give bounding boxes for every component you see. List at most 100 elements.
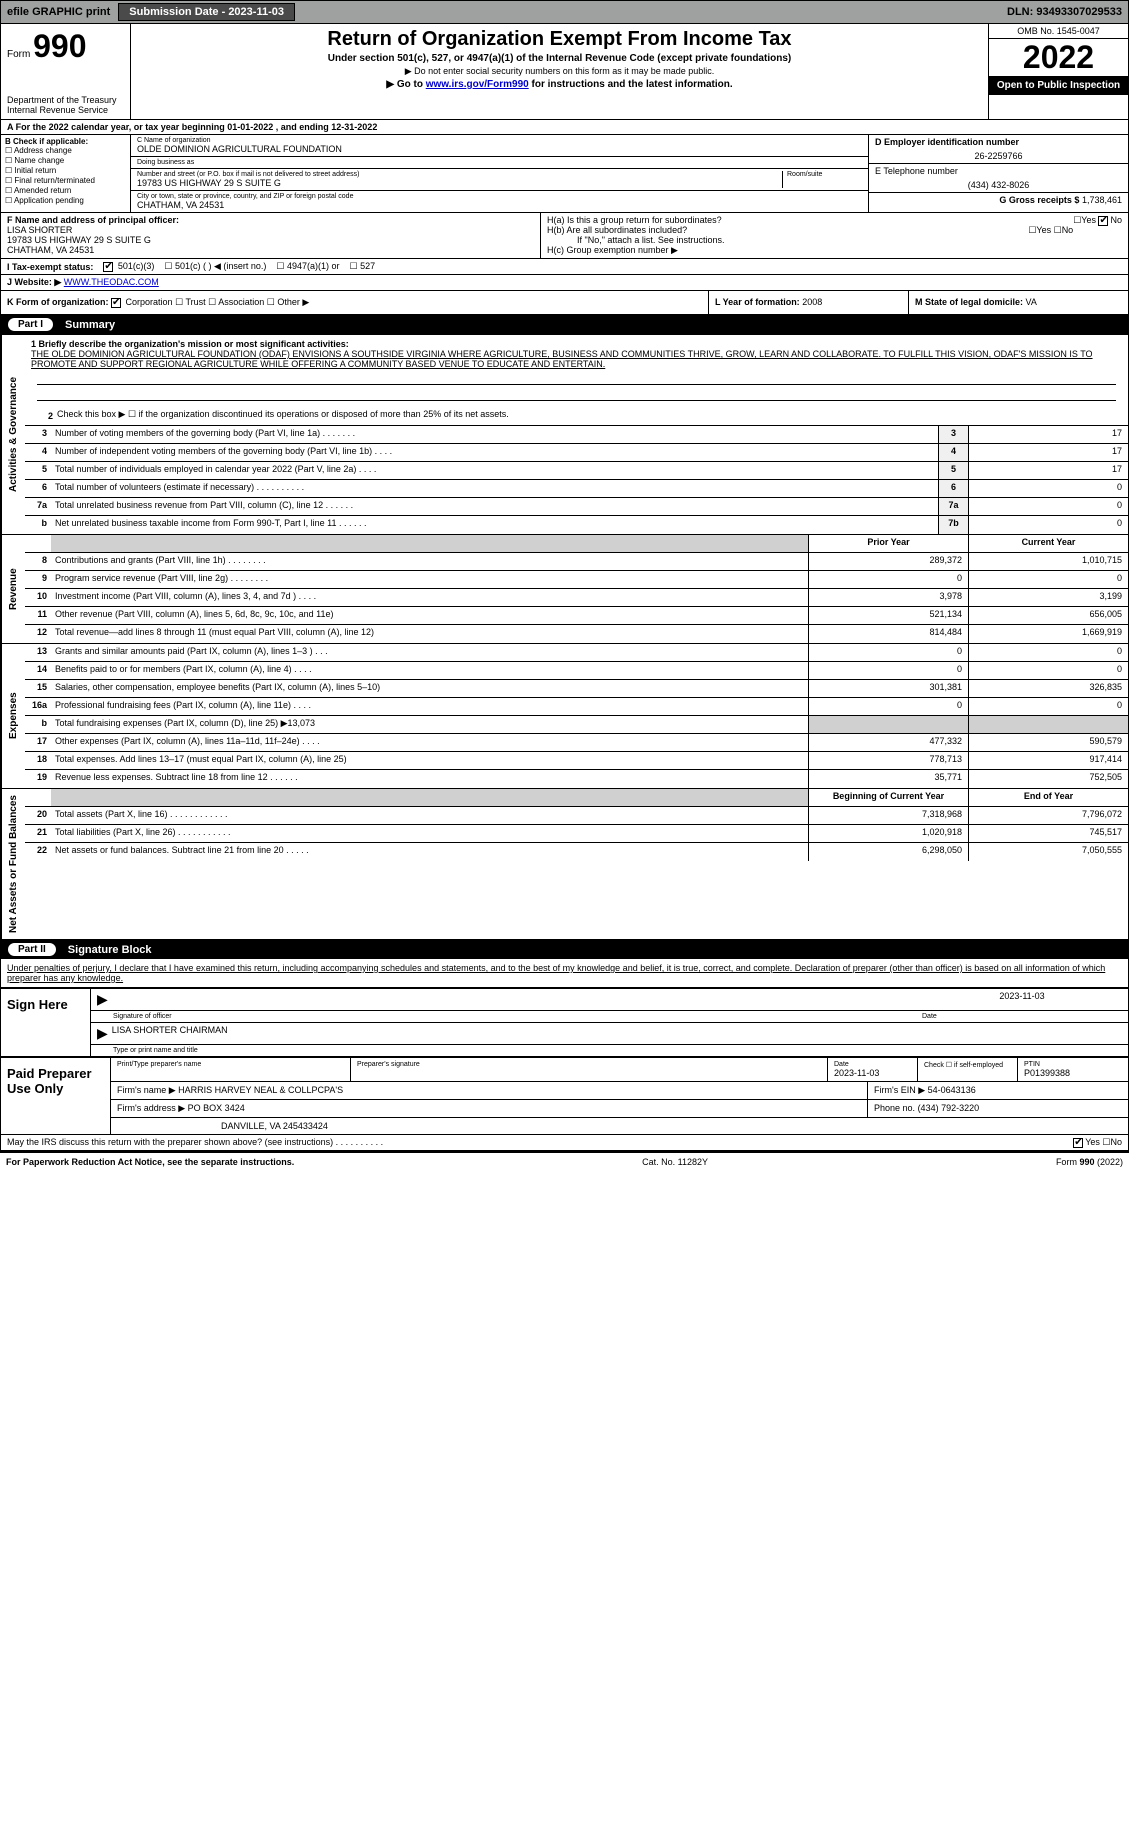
efile-label: efile GRAPHIC print bbox=[7, 6, 110, 18]
current-year-header: Current Year bbox=[968, 535, 1128, 552]
phone-row: E Telephone number (434) 432-8026 bbox=[869, 164, 1128, 193]
net-line-20: 20Total assets (Part X, line 16) . . . .… bbox=[25, 807, 1128, 825]
gross-value: 1,738,461 bbox=[1082, 195, 1122, 205]
blank-line-1 bbox=[37, 371, 1116, 385]
exp-line-14: 14Benefits paid to or for members (Part … bbox=[25, 662, 1128, 680]
goto-line: ▶ Go to www.irs.gov/Form990 for instruct… bbox=[137, 79, 982, 90]
prior-year-header: Prior Year bbox=[808, 535, 968, 552]
chk-address-change[interactable]: ☐ Address change bbox=[5, 146, 126, 155]
part1-title: Summary bbox=[65, 319, 115, 331]
org-name: OLDE DOMINION AGRICULTURAL FOUNDATION bbox=[137, 144, 862, 154]
firm-name-line: Firm's name ▶ HARRIS HARVEY NEAL & COLLP… bbox=[111, 1082, 1128, 1100]
form-title: Return of Organization Exempt From Incom… bbox=[137, 28, 982, 51]
discuss-line: May the IRS discuss this return with the… bbox=[1, 1134, 1128, 1151]
goto-suffix: for instructions and the latest informat… bbox=[532, 79, 733, 90]
blank-line-2 bbox=[37, 387, 1116, 401]
gov-line-7a: 7aTotal unrelated business revenue from … bbox=[25, 498, 1128, 516]
preparer-header-line: Print/Type preparer's name Preparer's si… bbox=[111, 1058, 1128, 1082]
website-row: J Website: ▶ WWW.THEODAC.COM bbox=[0, 275, 1129, 291]
signature-block: Under penalties of perjury, I declare th… bbox=[0, 959, 1129, 1152]
revenue-section: Revenue Prior Year Current Year 8Contrib… bbox=[0, 535, 1129, 644]
part2-pill: Part II bbox=[8, 943, 56, 956]
room-label: Room/suite bbox=[787, 171, 862, 178]
row-a-text: A For the 2022 calendar year, or tax yea… bbox=[7, 122, 377, 132]
street-row: Number and street (or P.O. box if mail i… bbox=[131, 169, 868, 191]
street-label: Number and street (or P.O. box if mail i… bbox=[137, 171, 782, 178]
governance-body: 1 Briefly describe the organization's mi… bbox=[25, 335, 1128, 534]
website-link[interactable]: WWW.THEODAC.COM bbox=[64, 277, 159, 287]
discuss-yes-checkbox[interactable] bbox=[1073, 1138, 1083, 1148]
chk-application-pending[interactable]: ☐ Application pending bbox=[5, 196, 126, 205]
omb-number: OMB No. 1545-0047 bbox=[989, 24, 1128, 39]
revenue-side-label: Revenue bbox=[1, 535, 25, 643]
city-row: City or town, state or province, country… bbox=[131, 191, 868, 212]
sig-label-line: Signature of officer Date bbox=[91, 1011, 1128, 1023]
officer-name-line: ▶ LISA SHORTER CHAIRMAN bbox=[91, 1023, 1128, 1045]
hc-line: H(c) Group exemption number ▶ bbox=[547, 245, 1122, 256]
rev-line-8: 8Contributions and grants (Part VIII, li… bbox=[25, 553, 1128, 571]
city-label: City or town, state or province, country… bbox=[137, 193, 862, 200]
irs-link[interactable]: www.irs.gov/Form990 bbox=[426, 79, 529, 90]
form-subtitle: Under section 501(c), 527, or 4947(a)(1)… bbox=[137, 53, 982, 64]
footer-left: For Paperwork Reduction Act Notice, see … bbox=[6, 1157, 294, 1167]
chk-501c3[interactable] bbox=[103, 262, 113, 272]
rev-line-12: 12Total revenue—add lines 8 through 11 (… bbox=[25, 625, 1128, 643]
city-value: CHATHAM, VA 24531 bbox=[137, 200, 862, 210]
chk-name-change[interactable]: ☐ Name change bbox=[5, 156, 126, 165]
goto-prefix: ▶ Go to bbox=[386, 79, 425, 90]
paid-preparer-label: Paid Preparer Use Only bbox=[1, 1058, 111, 1134]
officer-addr1: 19783 US HIGHWAY 29 S SUITE G bbox=[7, 235, 151, 245]
mission-label: 1 Briefly describe the organization's mi… bbox=[31, 339, 349, 349]
phone-label: E Telephone number bbox=[875, 166, 1122, 176]
exp-line-13: 13Grants and similar amounts paid (Part … bbox=[25, 644, 1128, 662]
part1-header: Part I Summary bbox=[0, 315, 1129, 334]
dba-label: Doing business as bbox=[137, 159, 862, 166]
officer-sig-line: ▶ 2023-11-03 bbox=[91, 989, 1128, 1011]
officer-name: LISA SHORTER bbox=[7, 225, 72, 235]
part1-pill: Part I bbox=[8, 318, 53, 331]
firm-addr-line: Firm's address ▶ PO BOX 3424 Phone no. (… bbox=[111, 1100, 1128, 1118]
sign-here-right: ▶ 2023-11-03 Signature of officer Date ▶… bbox=[91, 989, 1128, 1056]
netassets-side-label: Net Assets or Fund Balances bbox=[1, 789, 25, 939]
footer-mid: Cat. No. 11282Y bbox=[642, 1157, 708, 1167]
row-fgh: F Name and address of principal officer:… bbox=[0, 213, 1129, 259]
sign-here-label: Sign Here bbox=[1, 989, 91, 1056]
ein-label: D Employer identification number bbox=[875, 137, 1019, 147]
exp-line-17: 17Other expenses (Part IX, column (A), l… bbox=[25, 734, 1128, 752]
sig-intro: Under penalties of perjury, I declare th… bbox=[1, 959, 1128, 987]
org-name-row: C Name of organization OLDE DOMINION AGR… bbox=[131, 135, 868, 157]
ssn-note: ▶ Do not enter social security numbers o… bbox=[137, 66, 982, 77]
officer-addr2: CHATHAM, VA 24531 bbox=[7, 245, 94, 255]
col-b-header: B Check if applicable: bbox=[5, 137, 88, 146]
exp-line-16a: 16aProfessional fundraising fees (Part I… bbox=[25, 698, 1128, 716]
gov-line-6: 6Total number of volunteers (estimate if… bbox=[25, 480, 1128, 498]
ha-line: H(a) Is this a group return for subordin… bbox=[547, 215, 1122, 225]
mission-block: 1 Briefly describe the organization's mi… bbox=[25, 335, 1128, 407]
row-a-tax-year: A For the 2022 calendar year, or tax yea… bbox=[0, 120, 1129, 135]
exp-line-b: bTotal fundraising expenses (Part IX, co… bbox=[25, 716, 1128, 734]
col-c-org-info: C Name of organization OLDE DOMINION AGR… bbox=[131, 135, 868, 212]
col-b-checkboxes: B Check if applicable: ☐ Address change … bbox=[1, 135, 131, 212]
chk-amended[interactable]: ☐ Amended return bbox=[5, 186, 126, 195]
part2-header: Part II Signature Block bbox=[0, 940, 1129, 959]
topbar: efile GRAPHIC print Submission Date - 20… bbox=[0, 0, 1129, 24]
sign-here-row: Sign Here ▶ 2023-11-03 Signature of offi… bbox=[1, 987, 1128, 1056]
firm-addr2-line: DANVILLE, VA 245433424 bbox=[111, 1118, 1128, 1134]
dba-row: Doing business as bbox=[131, 157, 868, 169]
submission-date-button[interactable]: Submission Date - 2023-11-03 bbox=[118, 3, 295, 21]
netassets-header-row: Beginning of Current Year End of Year bbox=[25, 789, 1128, 807]
rev-line-9: 9Program service revenue (Part VIII, lin… bbox=[25, 571, 1128, 589]
paid-preparer-row: Paid Preparer Use Only Print/Type prepar… bbox=[1, 1056, 1128, 1134]
chk-final-return[interactable]: ☐ Final return/terminated bbox=[5, 176, 126, 185]
header-right: OMB No. 1545-0047 2022 Open to Public In… bbox=[988, 24, 1128, 119]
paid-preparer-right: Print/Type preparer's name Preparer's si… bbox=[111, 1058, 1128, 1134]
ha-no-checkbox[interactable] bbox=[1098, 216, 1108, 226]
tax-year: 2022 bbox=[989, 39, 1128, 76]
expenses-side-label: Expenses bbox=[1, 644, 25, 788]
row-j-label: J Website: ▶ bbox=[7, 277, 61, 287]
end-year-header: End of Year bbox=[968, 789, 1128, 806]
col-d-ein-phone: D Employer identification number 26-2259… bbox=[868, 135, 1128, 212]
netassets-body: Beginning of Current Year End of Year 20… bbox=[25, 789, 1128, 939]
chk-initial-return[interactable]: ☐ Initial return bbox=[5, 166, 126, 175]
chk-corporation[interactable] bbox=[111, 298, 121, 308]
